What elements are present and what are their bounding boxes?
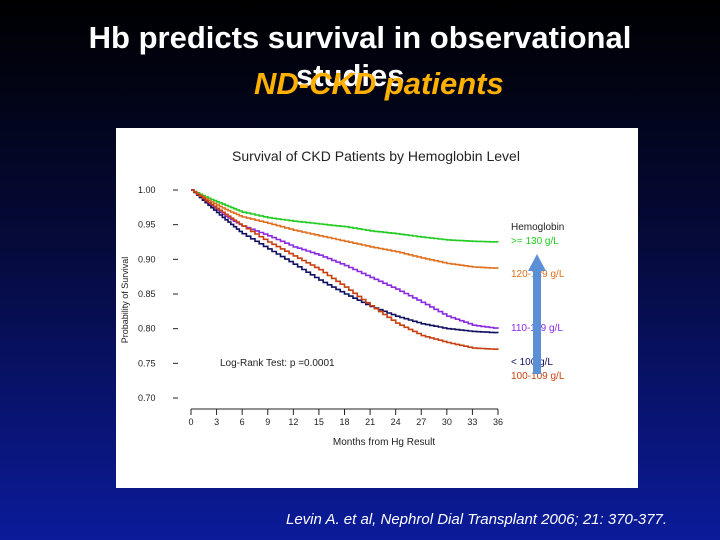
legend-title: Hemoglobin xyxy=(511,222,564,233)
series-line xyxy=(191,189,499,269)
series-line xyxy=(191,189,499,334)
x-tick-label: 6 xyxy=(240,417,245,427)
legend-entry: 100-109 g/L xyxy=(511,371,565,382)
survival-chart: Survival of CKD Patients by Hemoglobin L… xyxy=(120,148,565,448)
x-tick-label: 27 xyxy=(416,417,426,427)
series-line xyxy=(191,189,499,243)
citation: Levin A. et al, Nephrol Dial Transplant … xyxy=(286,511,668,528)
y-axis-label: Probability of Survival xyxy=(120,257,130,344)
legend-entry: < 100 g/L xyxy=(511,357,553,368)
y-tick-label: 0.85 xyxy=(138,289,156,299)
series-line xyxy=(191,189,499,329)
y-tick-label: 1.00 xyxy=(138,185,156,195)
x-tick-label: 33 xyxy=(467,417,477,427)
arrow-head xyxy=(528,254,546,271)
y-tick-label: 0.75 xyxy=(138,358,156,368)
x-tick-label: 30 xyxy=(442,417,452,427)
series-line xyxy=(191,189,499,350)
slide-subtitle: ND-CKD patients xyxy=(254,66,504,101)
x-axis-label: Months from Hg Result xyxy=(333,437,435,448)
x-tick-label: 21 xyxy=(365,417,375,427)
x-tick-label: 3 xyxy=(214,417,219,427)
x-tick-label: 18 xyxy=(339,417,349,427)
y-tick-label: 0.90 xyxy=(138,254,156,264)
y-tick-label: 0.80 xyxy=(138,324,156,334)
chart-axes: 0 3 6 9 12 15 18 21 24 27 30 33 361.000.950.900.850.… xyxy=(138,185,503,427)
x-tick-label: 0 xyxy=(188,417,193,427)
x-tick-label: 36 xyxy=(493,417,503,427)
slide-title: Hb predicts survival in observational xyxy=(88,20,632,55)
x-tick-label: 24 xyxy=(391,417,401,427)
y-tick-label: 0.95 xyxy=(138,220,156,230)
log-rank-annotation: Log-Rank Test: p =0.0001 xyxy=(220,358,335,369)
y-tick-label: 0.70 xyxy=(138,393,156,403)
x-tick-label: 15 xyxy=(314,417,324,427)
legend-entry: >= 130 g/L xyxy=(511,236,559,247)
slide-title-line2: studies xyxy=(296,58,405,93)
chart-title: Survival of CKD Patients by Hemoglobin L… xyxy=(232,148,520,164)
chart-series-group xyxy=(191,189,499,350)
x-tick-label: 12 xyxy=(288,417,298,427)
x-tick-label: 9 xyxy=(265,417,270,427)
chart-panel: Survival of CKD Patients by Hemoglobin L… xyxy=(116,128,638,488)
arrow-shaft xyxy=(533,270,541,374)
chart-overlay xyxy=(528,254,546,374)
